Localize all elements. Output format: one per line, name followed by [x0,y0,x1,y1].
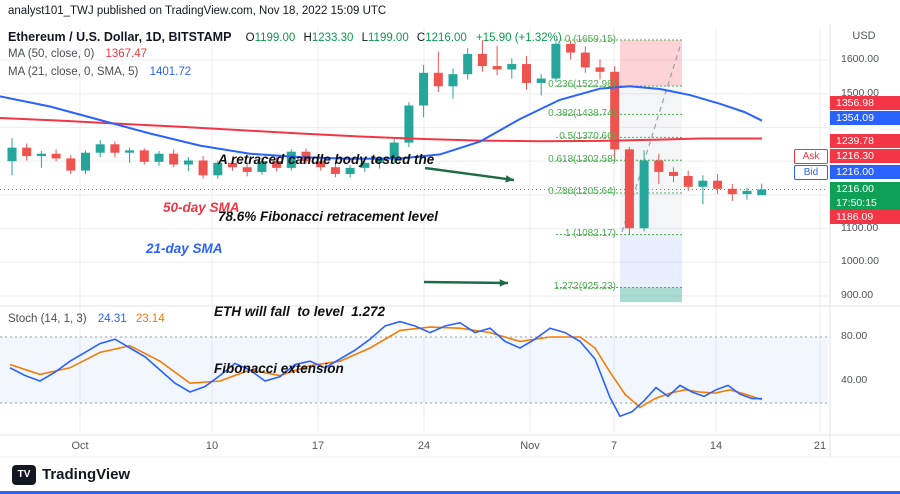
fib-level-label: 1 (1082.17) [564,228,616,240]
annotation-retrace-line1: A retraced candle body tested the [218,152,435,167]
close-label: C [416,32,426,44]
price-axis-tick: 900.00 [841,288,874,301]
price-line-label: 1354.09 [830,111,900,125]
time-axis-label: 17 [311,440,325,452]
ask-chip: Ask [794,149,828,164]
price-line-label: 1186.09 [830,210,900,224]
price-line-label: 1356.98 [830,96,900,110]
annotation-retrace-line2: 78.6% Fibonacci retracement level [218,209,438,224]
annotation-sma21: 21-day SMA [146,241,223,256]
price-axis-tick: 1600.00 [841,53,879,65]
countdown-label: 17:50:15 [830,196,900,210]
open-value: 1199.00 [254,32,296,44]
annotation-retrace: A retraced candle body tested the 78.6% … [218,112,438,264]
last-price-label: 1216.00 [830,182,900,196]
tradingview-wordmark[interactable]: TradingView [42,466,131,483]
axis-currency-label: USD [852,30,876,42]
annotation-fall-line2: Fibonacci extension [214,361,344,376]
time-axis-label: 21 [813,440,827,452]
time-axis-label: Nov [520,440,540,452]
ma50-legend[interactable]: MA (50, close, 0) 1367.47 [8,48,147,60]
time-axis-label: 10 [205,440,219,452]
ma50-label: MA (50, close, 0) [8,48,95,60]
annotation-fall: ETH will fall to level 1.272 Fibonacci e… [214,264,385,416]
low-value: 1199.00 [368,32,409,44]
fib-level-label: 0 (1659.15) [564,33,616,45]
price-axis-tick: 1100.00 [841,221,879,234]
annotation-sma50: 50-day SMA [163,200,240,215]
stoch-k-value: 24.31 [97,313,127,325]
open-label: O [245,32,255,44]
stoch-label: Stoch (14, 1, 3) [8,313,87,325]
price-axis-tick: 1500.00 [841,86,879,99]
bid-price-label: 1216.00 [830,165,900,179]
stoch-axis-tick: 80.00 [841,330,868,342]
ma21-legend[interactable]: MA (21, close, 0, SMA, 5) 1401.72 [8,66,191,78]
close-value: 1216.00 [425,32,467,44]
change-value: +15.90 (+1.32%) [476,32,562,44]
low-label: L [361,32,368,44]
fib-level-label: 0.382(1438.74) [548,107,616,119]
fib-level-label: 0.236(1522.98) [548,79,616,91]
fib-level-label: 0.5(1370.66) [559,130,616,142]
annotation-fall-line1: ETH will fall to level 1.272 [214,304,386,319]
ask-price-label: 1216.30 [830,149,900,163]
ma21-label: MA (21, close, 0, SMA, 5) [8,66,139,78]
bid-chip: Bid [794,165,828,180]
high-value: 1233.30 [311,32,354,44]
stoch-d-value: 23.14 [135,313,165,325]
symbol-legend[interactable]: Ethereum / U.S. Dollar, 1D, BITSTAMP O11… [8,30,562,44]
high-label: H [303,32,312,44]
ma21-value: 1401.72 [149,66,192,78]
price-line-label: 1239.78 [830,134,900,148]
fib-level-label: 0.618(1302.58) [548,153,616,165]
time-axis-label: Oct [71,440,89,452]
symbol-title[interactable]: Ethereum / U.S. Dollar, 1D, BITSTAMP [8,30,232,44]
stoch-axis-tick: 40.00 [841,374,868,386]
price-axis-tick: 1000.00 [841,255,879,268]
fib-level-label: 1.272(925.23) [553,280,616,292]
fib-level-label: 0.786(1205.64) [548,186,616,198]
time-axis-label: 14 [709,440,723,452]
time-axis-label: 24 [417,440,431,452]
tradingview-logo[interactable]: TV [12,465,36,485]
attribution-bar: analyst101_TWJ published on TradingView.… [0,0,900,24]
time-axis-label: 7 [610,440,618,452]
stoch-legend[interactable]: Stoch (14, 1, 3) 24.31 23.14 [8,313,165,325]
ma50-value: 1367.47 [105,48,148,60]
bottom-accent-bar [0,491,900,494]
